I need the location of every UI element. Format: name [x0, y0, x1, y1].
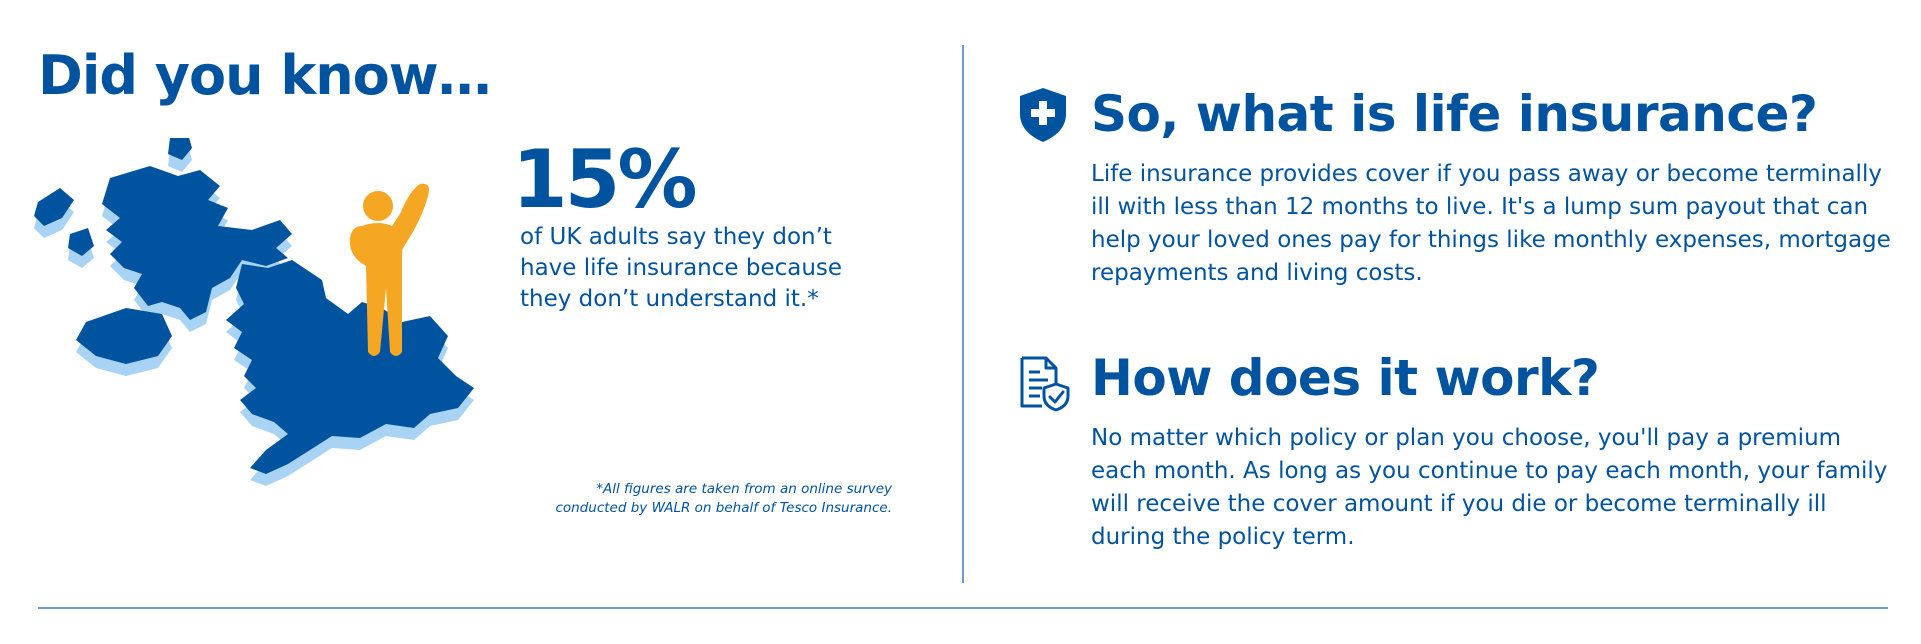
- bottom-divider: [38, 607, 1888, 609]
- did-you-know-panel: Did you know… 15% of UK a: [0, 0, 960, 600]
- how-does-it-work-body: No matter which policy or plan you choos…: [1091, 425, 1888, 550]
- document-check-icon: [1020, 356, 1070, 412]
- stat-percentage: 15%: [512, 133, 697, 226]
- what-is-life-insurance-title: So, what is life insurance?: [1091, 85, 1818, 143]
- vertical-divider: [962, 45, 964, 583]
- what-is-life-insurance-body: Life insurance provides cover if you pas…: [1091, 161, 1891, 286]
- stat-description: of UK adults say they don’t have life in…: [520, 224, 843, 312]
- survey-footnote: *All figures are taken from an online su…: [555, 481, 892, 516]
- uk-map-illustration: [34, 138, 474, 486]
- how-does-it-work-title: How does it work?: [1091, 349, 1600, 407]
- did-you-know-heading: Did you know…: [38, 44, 492, 107]
- waving-person-icon: [349, 183, 429, 356]
- uk-map-land: [34, 138, 474, 474]
- shield-plus-icon: [1020, 88, 1066, 142]
